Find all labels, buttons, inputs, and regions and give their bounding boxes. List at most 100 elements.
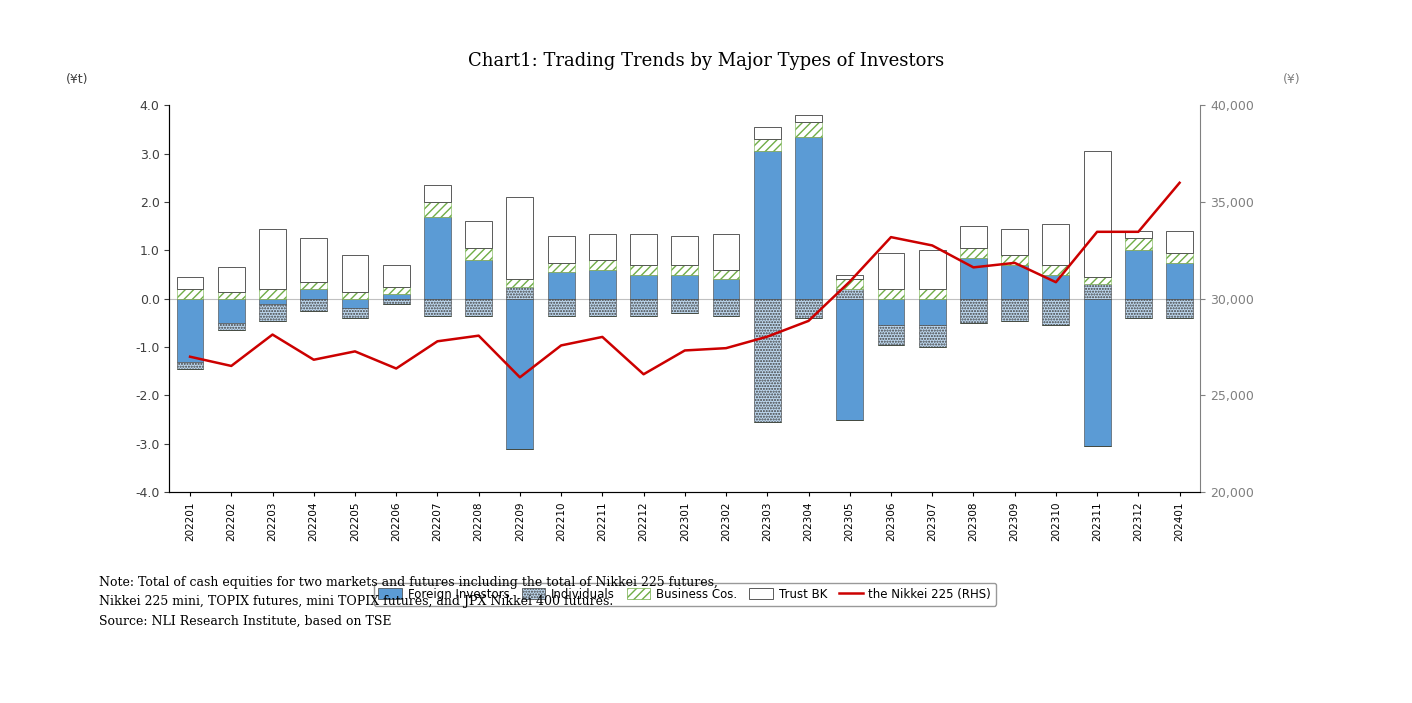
Bar [1084,151,1110,277]
Bar [176,361,203,369]
Text: Note: Total of cash equities for two markets and futures including the total of : Note: Total of cash equities for two mar… [99,576,717,628]
Bar [836,299,863,420]
Bar [1001,255,1028,265]
Bar [424,217,450,299]
Bar [795,115,822,122]
Bar [1125,250,1152,299]
Bar [960,226,987,248]
Text: (¥): (¥) [1282,73,1300,86]
Bar [713,233,740,270]
Bar [713,279,740,299]
Bar [836,289,863,299]
Bar [919,289,946,299]
Bar [672,299,698,314]
Bar [672,275,698,299]
Bar [383,299,409,304]
Bar [630,233,657,265]
Bar [1042,299,1069,325]
Bar [1166,262,1193,299]
Bar [466,260,491,299]
Bar [466,299,491,316]
Bar [176,289,203,299]
Bar [217,299,244,323]
Bar [630,299,657,316]
Bar [260,289,285,299]
Bar [1001,228,1028,255]
Bar [424,299,450,316]
Bar [301,238,328,282]
Bar [217,267,244,292]
Bar [260,228,285,289]
Bar [1084,277,1110,284]
Bar [878,253,904,289]
Bar [301,299,328,311]
Bar [1125,299,1152,318]
Bar [672,236,698,265]
Bar [507,198,534,279]
Bar [878,325,904,344]
Bar [1042,265,1069,275]
Bar [878,289,904,299]
Bar [919,250,946,289]
Bar [919,299,946,325]
Legend: Foreign Investors, Individuals, Business Cos., Trust BK, the Nikkei 225 (RHS): Foreign Investors, Individuals, Business… [374,583,995,605]
Bar [548,236,575,262]
Bar [630,275,657,299]
Bar [672,265,698,275]
Bar [878,299,904,325]
Bar [342,299,369,309]
Bar [630,265,657,275]
Bar [342,292,369,299]
Bar [301,289,328,299]
Bar [1125,238,1152,250]
Bar [548,272,575,299]
Bar [176,299,203,361]
Bar [548,262,575,272]
Bar [507,299,534,449]
Bar [795,299,822,318]
Bar [1125,231,1152,238]
Bar [1166,253,1193,262]
Bar [176,277,203,289]
Bar [1042,224,1069,265]
Bar [713,270,740,279]
Bar [1166,231,1193,253]
Bar [466,221,491,248]
Bar [217,292,244,299]
Bar [260,299,285,304]
Bar [424,202,450,217]
Bar [383,265,409,287]
Text: Chart1: Trading Trends by Major Types of Investors: Chart1: Trading Trends by Major Types of… [467,52,945,70]
Bar [1042,275,1069,299]
Bar [260,304,285,321]
Bar [1084,299,1110,446]
Bar [754,151,781,299]
Bar [919,325,946,347]
Bar [342,309,369,318]
Bar [960,299,987,323]
Bar [589,270,616,299]
Bar [383,294,409,299]
Bar [383,287,409,294]
Bar [589,233,616,260]
Bar [960,248,987,258]
Bar [548,299,575,316]
Bar [836,279,863,289]
Bar [301,282,328,289]
Bar [754,299,781,422]
Bar [795,137,822,299]
Bar [217,323,244,330]
Bar [713,299,740,316]
Bar [466,248,491,260]
Bar [589,299,616,316]
Bar [342,255,369,292]
Bar [836,275,863,279]
Text: (¥t): (¥t) [66,73,89,86]
Bar [960,258,987,299]
Bar [1084,284,1110,299]
Bar [424,185,450,202]
Bar [507,287,534,299]
Bar [507,279,534,287]
Bar [1166,299,1193,318]
Bar [754,127,781,139]
